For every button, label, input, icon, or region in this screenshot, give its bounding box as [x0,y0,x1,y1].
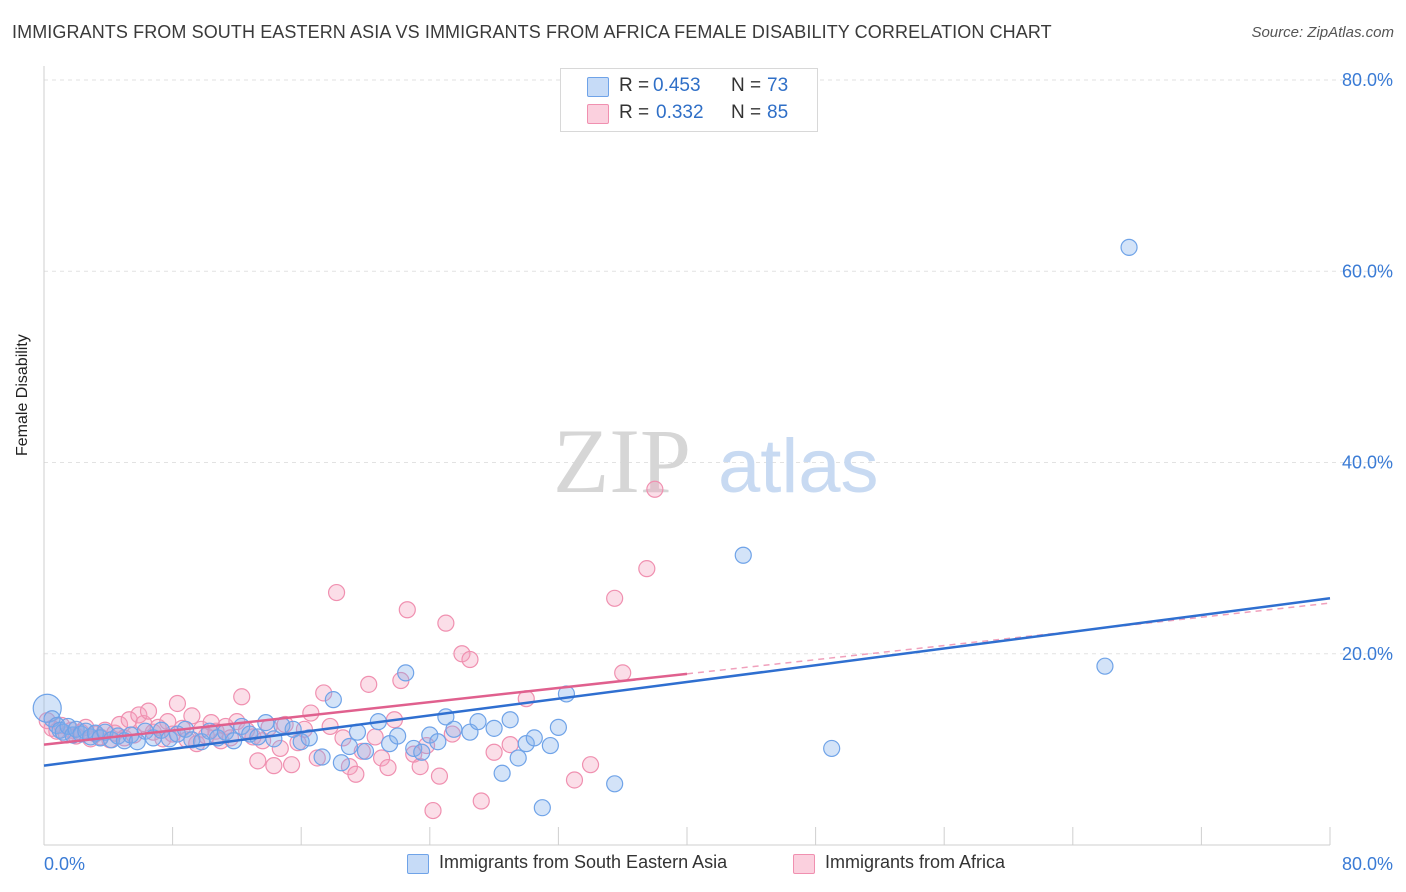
data-point-asia [509,749,527,767]
correlation-legend: R = 0.453 N = 73 R = 0.332 N = 85 [560,68,818,132]
data-point-asia [332,754,350,772]
data-point-africa [461,650,479,669]
data-point-asia [313,748,331,766]
gridlines [44,79,1392,655]
data-point-africa [130,706,148,724]
data-point-asia [429,733,447,751]
data-point-africa [646,480,664,498]
legend-swatch-asia [587,77,609,97]
trend-line-africa [43,672,688,746]
source-label: Source: ZipAtlas.com [1251,24,1394,41]
data-point-asia [485,719,503,737]
data-point-africa [315,684,333,702]
data-point-asia [541,736,559,755]
data-point-asia [72,725,90,743]
y-tick-label: 60.0% [1342,261,1393,281]
watermark-zip: ZIP [553,410,691,512]
data-point-africa [327,583,346,602]
data-point-asia [501,711,519,729]
data-point-africa [411,757,429,776]
axes [43,66,1331,846]
y-tick-label: 20.0% [1342,644,1393,664]
data-point-asia [549,718,568,736]
data-point-africa [233,688,251,706]
legend-r-label: R = [619,75,650,96]
legend-n-label: N = [731,102,762,123]
data-point-asia [356,742,375,760]
data-point-africa [334,729,352,747]
x-tick-label: 0.0% [44,854,85,874]
series-africa-points [38,480,664,820]
watermark: ZIP atlas [553,410,879,512]
data-point-africa [614,664,632,682]
data-point-africa [398,601,416,619]
data-point-africa [366,728,384,746]
data-point-asia [606,775,624,793]
data-point-asia [413,743,431,761]
data-point-africa [485,743,503,761]
data-point-africa [565,771,584,789]
data-point-africa [302,704,320,722]
watermark-atlas: atlas [718,424,879,509]
data-point-asia [405,739,423,758]
data-point-asia [823,739,841,758]
data-point-asia [1096,657,1114,675]
data-point-asia [340,737,359,756]
bottom-legend-label-asia: Immigrants from South Eastern Asia [439,852,728,872]
y-tick-label: 80.0% [1342,70,1393,90]
data-point-asia [734,546,752,564]
legend-r-label: R = [619,102,650,123]
data-point-africa [249,752,267,770]
y-tick-label: 40.0% [1342,453,1393,473]
data-point-asia [1120,238,1138,256]
data-point-asia [292,733,310,751]
data-point-africa [372,749,391,767]
bottom-legend-swatch-asia [407,854,429,874]
legend-n-value: 85 [767,102,789,123]
data-point-africa [437,614,455,632]
data-point-africa [606,589,624,607]
data-point-africa [360,675,378,693]
data-point-africa [265,757,283,775]
data-point-africa [472,792,490,810]
data-point-asia [397,664,415,682]
data-point-asia [525,729,543,747]
data-point-asia [324,691,342,709]
data-point-asia [389,727,407,745]
data-point-asia [533,799,551,817]
data-point-africa [638,560,656,578]
legend-r-value: 0.332 [656,102,704,123]
data-point-africa [430,767,449,785]
data-point-asia [469,713,487,731]
chart-title: IMMIGRANTS FROM SOUTH EASTERN ASIA VS IM… [12,22,1052,42]
data-point-africa [379,758,397,777]
trend-lines [43,597,1331,767]
legend-r-value: 0.453 [653,75,701,96]
trend-line-asia [43,597,1331,767]
trend-line-africa-dashed [686,602,1331,675]
data-point-africa [271,739,289,758]
bottom-legend-label-africa: Immigrants from Africa [825,852,1006,872]
data-point-africa [282,756,301,774]
data-point-asia [493,764,511,782]
series-asia-points [32,238,1138,817]
legend-n-value: 73 [767,75,789,96]
data-point-asia [32,693,62,723]
data-point-africa [347,765,365,783]
x-tick-label: 80.0% [1342,854,1393,874]
data-point-africa [168,694,187,713]
y-axis-label: Female Disability [14,334,31,456]
data-point-africa [424,801,442,820]
data-point-asia [445,720,463,738]
data-point-asia [257,713,275,732]
data-point-africa [139,702,158,720]
legend-swatch-africa [587,104,609,124]
tick-labels: 20.0% 40.0% 60.0% 80.0% 0.0% 80.0% [44,70,1393,874]
data-point-africa [581,756,600,774]
legend-n-label: N = [731,75,762,96]
bottom-legend-swatch-africa [793,854,815,874]
